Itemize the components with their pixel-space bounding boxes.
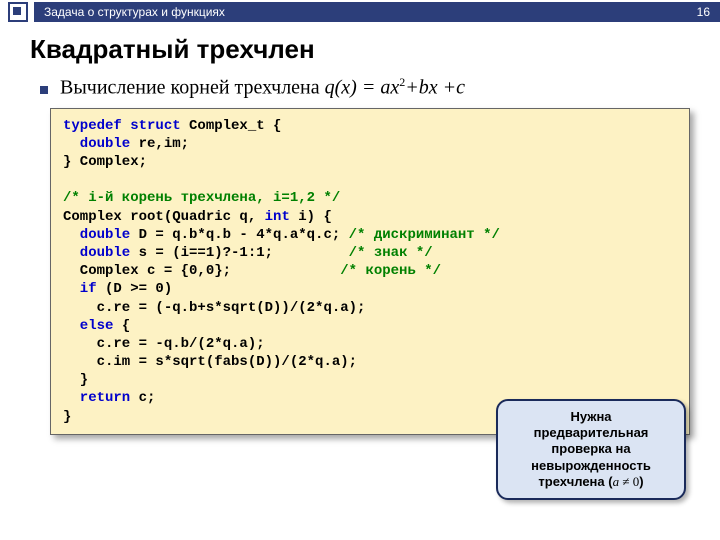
callout-line: ) [639, 474, 643, 489]
header-bar: Задача о структурах и функциях 16 [0, 0, 720, 24]
code-t: c.im = s*sqrt(fabs(D))/(2*q.a); [63, 354, 357, 370]
formula-q: q [325, 77, 335, 99]
code-t: c; [130, 390, 155, 406]
callout-line: предварительная [534, 425, 649, 440]
code-t: Complex root(Quadric q, [63, 209, 265, 225]
code-cm: /* дискриминант */ [349, 227, 500, 243]
page-number: 16 [697, 5, 710, 19]
code-t: D = q.b*q.b - 4*q.a*q.c; [130, 227, 348, 243]
code-cm: /* корень */ [340, 263, 441, 279]
code-cm: /* i-й корень трехчлена, i=1,2 */ [63, 190, 340, 206]
code-t: (D >= 0) [97, 281, 173, 297]
bullet-marker-icon [40, 86, 48, 94]
code-t: c.re = -q.b/(2*q.a); [63, 336, 265, 352]
code-block: typedef struct Complex_t { double re,im;… [50, 108, 690, 435]
callout-line: невырожденность [531, 458, 651, 473]
code-kw: double [63, 227, 130, 243]
callout-line: Нужна [570, 409, 611, 424]
code-t: re,im; [130, 136, 189, 152]
code-t: } [63, 409, 71, 425]
page-title: Квадратный трехчлен [30, 34, 720, 65]
callout-cond-ne: ≠ 0 [619, 474, 639, 489]
bullet-prefix: Вычисление корней трехчлена [60, 77, 325, 99]
code-kw: double [63, 245, 130, 261]
formula-a: ax [380, 77, 399, 99]
formula-x: (x) = [335, 77, 381, 99]
callout-note: Нужна предварительная проверка на невыро… [496, 399, 686, 500]
code-t: } [63, 372, 88, 388]
formula-bx: +bx +c [405, 77, 465, 99]
code-t: } Complex; [63, 154, 147, 170]
breadcrumb-text: Задача о структурах и функциях [44, 5, 225, 19]
code-t: c.re = (-q.b+s*sqrt(D))/(2*q.a); [63, 300, 365, 316]
code-kw: double [63, 136, 130, 152]
code-kw: if [63, 281, 97, 297]
callout-line: трехчлена ( [538, 474, 612, 489]
code-t: { [113, 318, 130, 334]
code-t: i) { [290, 209, 332, 225]
code-t: Complex c = {0,0}; [63, 263, 340, 279]
header-logo-icon [8, 2, 28, 22]
code-t: Complex_t { [181, 118, 282, 134]
bullet-item: Вычисление корней трехчлена q(x) = ax2+b… [40, 75, 720, 100]
code-kw: return [63, 390, 130, 406]
bullet-text: Вычисление корней трехчлена q(x) = ax2+b… [60, 75, 465, 100]
callout-line: проверка на [551, 441, 630, 456]
code-kw: int [265, 209, 290, 225]
code-kw: else [63, 318, 113, 334]
code-t: s = (i==1)?-1:1; [130, 245, 348, 261]
code-cm: /* знак */ [349, 245, 433, 261]
code-kw: typedef struct [63, 118, 181, 134]
breadcrumb: Задача о структурах и функциях 16 [34, 2, 720, 22]
